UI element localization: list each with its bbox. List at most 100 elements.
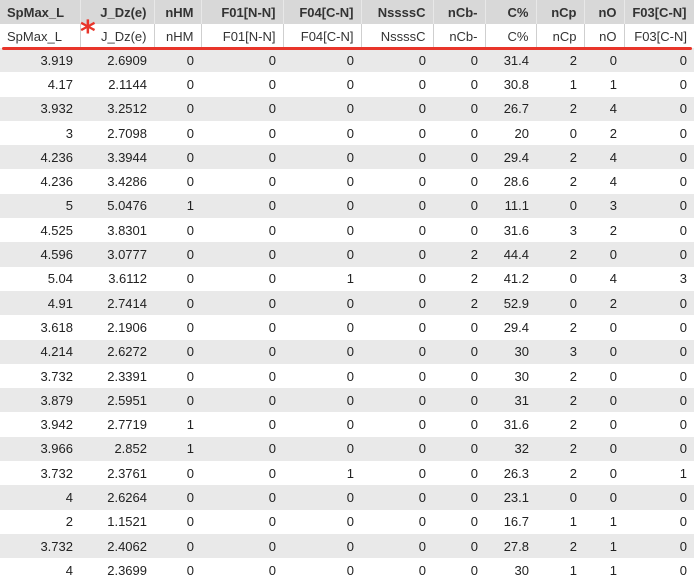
column-header[interactable]: nCp [536,0,585,24]
table-cell: 3.618 [0,315,80,340]
table-cell: 5.0476 [80,193,154,219]
table-cell: 4.236 [0,145,80,170]
table-cell: 0 [283,145,361,170]
column-header[interactable]: nO [584,0,625,24]
table-cell: 0 [154,72,201,97]
table-cell: 4.525 [0,218,80,243]
table-cell: 4 [584,145,624,170]
table-cell: 3.0777 [80,242,154,267]
table-row[interactable]: 4.236 3.4286 0 0 0 0 0 28.6 2 4 0 [0,169,694,194]
table-row[interactable]: 2 1.1521 0 0 0 0 0 16.7 1 1 0 [0,509,694,534]
table-cell: 0 [201,96,283,121]
table-cell: 0 [201,315,283,340]
table-row[interactable]: 3.919 2.6909 0 0 0 0 0 31.4 2 0 0 [0,48,694,73]
table-cell: 3 [536,218,584,243]
table-cell: 0 [283,533,361,559]
table-row[interactable]: 3.932 3.2512 0 0 0 0 0 26.7 2 4 0 [0,96,694,121]
table-cell: 2.1906 [80,315,154,340]
table-cell: 0 [584,339,624,364]
table-cell: 2 [0,509,80,534]
table-row[interactable]: 3 2.7098 0 0 0 0 0 20 0 2 0 [0,120,694,146]
table-cell: 4.91 [0,290,80,316]
table-cell: 2 [433,242,485,267]
table-cell: 2 [433,266,485,291]
table-row[interactable]: 5 5.0476 1 0 0 0 0 11.1 0 3 0 [0,193,694,219]
table-row[interactable]: 3.618 2.1906 0 0 0 0 0 29.4 2 0 0 [0,315,694,340]
table-row[interactable]: 5.04 3.6112 0 0 1 0 2 41.2 0 4 3 [0,266,694,291]
table-cell: 0 [624,48,694,73]
column-header[interactable]: SpMax_L [0,0,81,24]
table-cell: 0 [361,363,433,389]
table-row[interactable]: 4.17 2.1144 0 0 0 0 0 30.8 1 1 0 [0,72,694,97]
table-cell: 2.3391 [80,363,154,389]
table-cell: 0 [624,96,694,121]
table-cell: 0 [433,388,485,413]
table-cell: 0 [361,169,433,194]
table-cell: 0 [361,72,433,97]
table-cell: 4 [584,169,624,194]
table-cell: 4 [0,485,80,510]
table-cell: 0 [154,96,201,121]
table-cell: 0 [624,412,694,437]
asterisk-annotation: * [80,15,96,50]
table-cell: 0 [154,290,201,316]
table-row[interactable]: 3.732 2.3391 0 0 0 0 0 30 2 0 0 [0,363,694,389]
table-cell: 2 [536,533,584,559]
table-row[interactable]: 4.214 2.6272 0 0 0 0 0 30 3 0 0 [0,339,694,364]
table-cell: 3.942 [0,412,80,437]
table-cell: 0 [154,388,201,413]
table-cell: 0 [201,242,283,267]
subheader-cell: F01[N-N] [201,24,284,48]
column-header[interactable]: F04[C-N] [283,0,362,24]
table-row[interactable]: 3.942 2.7719 1 0 0 0 0 31.6 2 0 0 [0,412,694,437]
table-cell: 0 [584,315,624,340]
table-cell: 0 [201,193,283,219]
table-cell: 1 [584,533,624,559]
table-cell: 0 [361,509,433,534]
table-cell: 2.7098 [80,120,154,146]
table-cell: 0 [283,485,361,510]
table-row[interactable]: 4 2.3699 0 0 0 0 0 30 1 1 0 [0,558,694,583]
table-cell: 0 [624,145,694,170]
table-row[interactable]: 4 2.6264 0 0 0 0 0 23.1 0 0 0 [0,485,694,510]
table-cell: 0 [154,120,201,146]
column-header[interactable]: nHM [154,0,202,24]
table-cell: 3 [0,120,80,146]
column-header[interactable]: NssssC [361,0,434,24]
table-cell: 0 [361,120,433,146]
column-header[interactable]: F03[C-N] [624,0,694,24]
table-cell: 2 [536,436,584,462]
table-cell: 0 [536,290,584,316]
table-cell: 0 [624,120,694,146]
table-cell: 0 [361,96,433,121]
column-header[interactable]: F01[N-N] [201,0,284,24]
table-cell: 2 [584,218,624,243]
table-row[interactable]: 4.596 3.0777 0 0 0 0 2 44.4 2 0 0 [0,242,694,267]
table-cell: 0 [433,315,485,340]
table-row[interactable]: 3.879 2.5951 0 0 0 0 0 31 2 0 0 [0,388,694,413]
table-cell: 0 [361,436,433,462]
table-row[interactable]: 3.732 2.4062 0 0 0 0 0 27.8 2 1 0 [0,533,694,559]
table-row[interactable]: 4.525 3.8301 0 0 0 0 0 31.6 3 2 0 [0,218,694,243]
table-cell: 0 [361,412,433,437]
table-cell: 20 [485,120,536,146]
table-cell: 0 [201,461,283,486]
table-cell: 2 [536,388,584,413]
table-cell: 2.3761 [80,461,154,486]
table-cell: 0 [201,412,283,437]
column-header[interactable]: J_Dz(e) [80,0,155,24]
table-cell: 0 [624,363,694,389]
table-cell: 5.04 [0,266,80,291]
table-cell: 2.6909 [80,48,154,73]
table-cell: 0 [283,169,361,194]
table-row[interactable]: 4.236 3.3944 0 0 0 0 0 29.4 2 4 0 [0,145,694,170]
table-cell: 1 [584,558,624,583]
table-row[interactable]: 3.732 2.3761 0 0 1 0 0 26.3 2 0 1 [0,461,694,486]
table-cell: 0 [154,48,201,73]
table-cell: 0 [433,533,485,559]
table-cell: 0 [433,48,485,73]
column-header[interactable]: C% [485,0,537,24]
table-row[interactable]: 4.91 2.7414 0 0 0 0 2 52.9 0 2 0 [0,290,694,316]
column-header[interactable]: nCb- [433,0,486,24]
table-row[interactable]: 3.966 2.852 1 0 0 0 0 32 2 0 0 [0,436,694,462]
